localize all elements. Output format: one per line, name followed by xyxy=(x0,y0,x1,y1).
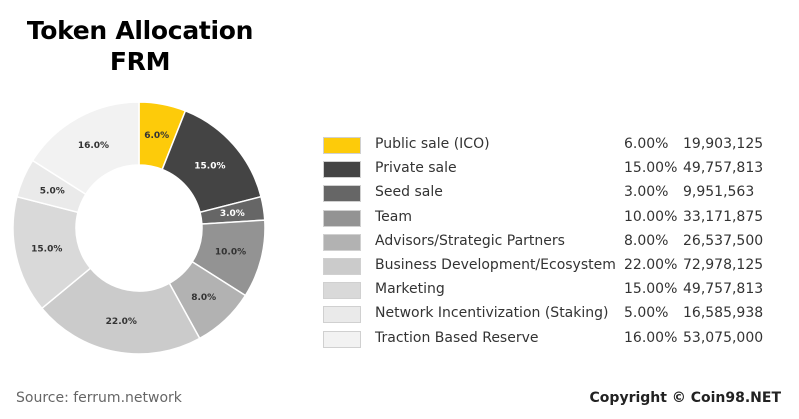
legend-label: Seed sale xyxy=(375,184,443,201)
legend-swatch xyxy=(323,161,361,179)
legend-swatch xyxy=(323,137,361,154)
slice-label-7: 5.0% xyxy=(40,186,65,196)
legend-swatch xyxy=(323,330,361,348)
legend-token-amount: 26,537,500 xyxy=(683,232,764,249)
legend-label: Advisors/Strategic Partners xyxy=(375,232,565,249)
slice-label-5: 22.0% xyxy=(106,317,137,327)
legend-row: Network Incentivization (Staking) 5.00% 16… xyxy=(323,303,763,327)
legend-row: Marketing 15.00% 49,757,813 xyxy=(323,279,763,303)
legend-row: Advisors/Strategic Partners 8.00% 26,537,5… xyxy=(323,231,763,255)
legend-percent: 5.00% xyxy=(624,305,669,322)
slice-label-3: 10.0% xyxy=(215,248,246,258)
legend-token-amount: 19,903,125 xyxy=(683,136,764,152)
legend-label: Network Incentivization (Staking) xyxy=(375,305,609,322)
legend: Public sale (ICO) 6.00% 19,903,125 Private … xyxy=(323,134,763,352)
slice-label-6: 15.0% xyxy=(31,245,62,255)
legend-row: Team 10.00% 33,171,875 xyxy=(323,207,763,231)
slice-5 xyxy=(40,267,201,355)
legend-percent: 3.00% xyxy=(624,184,669,201)
donut-chart: 6.0% 15.0% 3.0% 10.0% 8.0% 22.0% 15.0% 5.0% 16.0… xyxy=(12,101,266,355)
legend-label: Business Development/Ecosystem xyxy=(375,256,616,273)
legend-swatch xyxy=(323,257,361,275)
legend-label: Private sale xyxy=(375,160,457,177)
legend-row: Traction Based Reserve 16.00% 53,075,000 xyxy=(323,328,763,352)
legend-token-amount: 72,978,125 xyxy=(683,256,764,273)
slice-label-4: 8.0% xyxy=(191,293,216,303)
legend-swatch xyxy=(323,185,361,203)
legend-row: Public sale (ICO) 6.00% 19,903,125 xyxy=(323,134,763,158)
slice-8 xyxy=(31,101,140,196)
legend-swatch xyxy=(323,209,361,227)
legend-percent: 6.00% xyxy=(624,136,669,152)
legend-percent: 22.00% xyxy=(624,256,678,273)
legend-label: Public sale (ICO) xyxy=(375,136,490,152)
legend-swatch xyxy=(323,306,361,324)
legend-token-amount: 49,757,813 xyxy=(683,160,764,177)
chart-title-line2: FRM xyxy=(109,47,171,76)
legend-row: Business Development/Ecosystem 22.00% 72,9… xyxy=(323,255,763,279)
slice-label-0: 6.0% xyxy=(144,131,169,141)
legend-label: Marketing xyxy=(375,281,445,298)
legend-token-amount: 53,075,000 xyxy=(683,329,764,346)
slice-label-1: 15.0% xyxy=(194,162,225,172)
source-note: Source: ferrum.network xyxy=(16,390,182,406)
legend-percent: 16.00% xyxy=(624,329,678,346)
slice-label-8: 16.0% xyxy=(78,141,109,151)
copyright-note: Copyright © Coin98.NET xyxy=(589,390,781,406)
legend-swatch xyxy=(323,282,361,300)
legend-token-amount: 9,951,563 xyxy=(683,184,755,201)
legend-token-amount: 49,757,813 xyxy=(683,281,764,298)
legend-percent: 10.00% xyxy=(624,208,678,225)
chart-title-line1: Token Allocation xyxy=(26,16,254,45)
legend-percent: 15.00% xyxy=(624,160,678,177)
legend-label: Team xyxy=(375,208,413,225)
legend-row: Private sale 15.00% 49,757,813 xyxy=(323,158,763,182)
legend-percent: 15.00% xyxy=(624,281,678,298)
legend-token-amount: 16,585,938 xyxy=(683,305,764,322)
legend-swatch xyxy=(323,233,361,251)
legend-percent: 8.00% xyxy=(624,232,669,249)
legend-row: Seed sale 3.00% 9,951,563 xyxy=(323,182,763,206)
legend-token-amount: 33,171,875 xyxy=(683,208,764,225)
slice-label-2: 3.0% xyxy=(220,209,245,219)
legend-label: Traction Based Reserve xyxy=(375,329,539,346)
